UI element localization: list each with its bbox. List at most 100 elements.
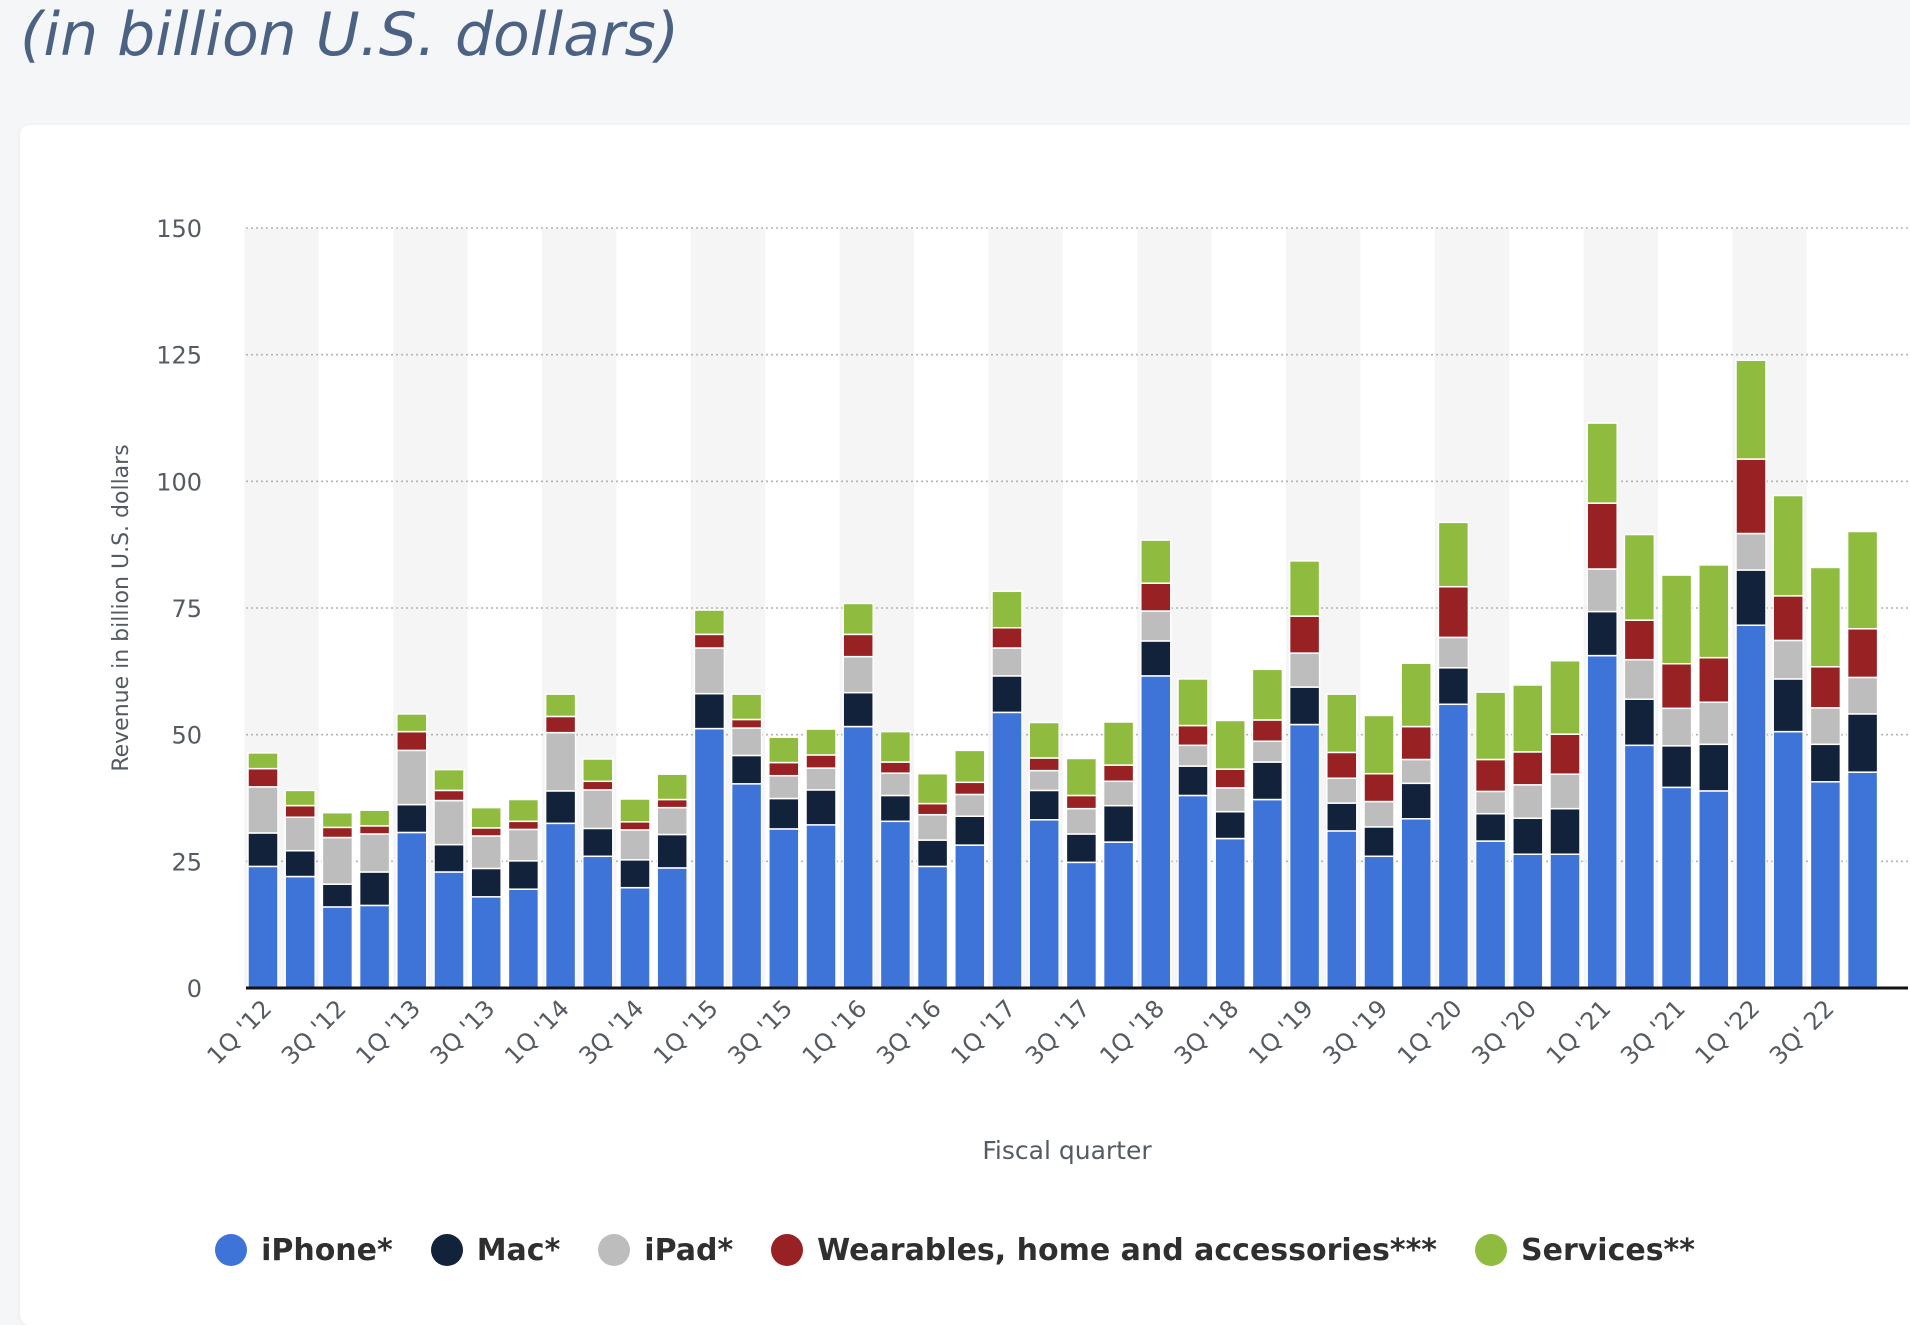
bar-segment[interactable]: 4Q '17 — Services**: 8.5 xyxy=(1102,721,1135,766)
bar-segment[interactable]: 1Q '12 — iPhone*: 24 xyxy=(247,865,279,989)
bar-segment[interactable]: 2Q '20 — Mac*: 5.4 xyxy=(1474,812,1507,842)
bar-segment[interactable]: 4Q '12 — Wearables, home and accessories… xyxy=(358,825,391,835)
bar-segment[interactable]: 3Q '12 — iPad*: 9.2 xyxy=(321,836,354,885)
bar-segment[interactable]: 1Q '18 — Services**: 8.5 xyxy=(1140,539,1172,584)
bar-segment[interactable]: 2Q '21 — Wearables, home and accessories… xyxy=(1623,619,1656,661)
bar-segment[interactable]: 1Q '19 — Services**: 10.9 xyxy=(1288,560,1321,617)
bar-segment[interactable]: 3Q '15 — Mac*: 6 xyxy=(768,797,800,830)
bar-segment[interactable]: 3Q '20 — Wearables, home and accessories… xyxy=(1512,751,1544,786)
legend-item[interactable]: iPad* xyxy=(598,1233,733,1268)
bar-segment[interactable]: 4Q '21 — Services**: 18.3 xyxy=(1698,564,1730,659)
bar-segment[interactable]: 2Q '13 — iPhone*: 22.9 xyxy=(433,871,465,989)
bar-segment[interactable]: 3Q' 22 — Services**: 19.6 xyxy=(1809,566,1842,668)
bar-segment[interactable]: 1Q '17 — Mac*: 7.2 xyxy=(991,675,1023,714)
bar-segment[interactable]: 4Q '14 — iPhone*: 23.7 xyxy=(656,867,688,989)
bar-segment[interactable]: 4Q '21 — Mac*: 9.2 xyxy=(1698,743,1730,792)
bar-segment[interactable]: 4Q '19 — Services**: 12.5 xyxy=(1400,662,1432,728)
bar-segment[interactable]: 3Q '17 — iPad*: 5 xyxy=(1065,807,1098,835)
bar-segment[interactable]: 2Q '15 — Wearables, home and accessories… xyxy=(730,718,763,729)
bar-segment[interactable]: 3Q '16 — iPad*: 5 xyxy=(916,813,949,841)
bar-segment[interactable]: 3Q '13 — Services**: 4 xyxy=(470,806,502,829)
bar-segment[interactable]: 3Q '14 — iPad*: 5.9 xyxy=(619,829,651,861)
bar-segment[interactable]: 1Q '15 — Mac*: 6.9 xyxy=(693,692,726,730)
bar-segment[interactable]: 4Q '18 — iPhone*: 37.2 xyxy=(1251,798,1284,989)
bar-segment[interactable]: 4Q '15 — Mac*: 6.9 xyxy=(805,789,837,826)
bar-segment[interactable]: 3Q '20 — Mac*: 7.1 xyxy=(1512,817,1544,855)
bar-segment[interactable]: 4Q '17 — iPhone*: 28.8 xyxy=(1102,841,1135,989)
bar-segment[interactable]: 3Q '17 — iPhone*: 24.8 xyxy=(1065,861,1098,989)
bar-segment[interactable]: 1Q '14 — iPhone*: 32.5 xyxy=(544,822,577,989)
bar-segment[interactable]: 2Q '12 — Mac*: 5.1 xyxy=(284,849,316,878)
bar-segment[interactable]: 4Q '13 — Wearables, home and accessories… xyxy=(507,820,540,831)
bar-segment[interactable]: 1Q '20 — iPhone*: 56 xyxy=(1437,703,1470,989)
bar-segment[interactable]: 1Q '14 — Mac*: 6.4 xyxy=(544,790,577,825)
bar-segment[interactable]: 4Q '16 — Services**: 6.3 xyxy=(954,749,986,784)
bar-segment[interactable]: 1Q '21 — Wearables, home and accessories… xyxy=(1586,502,1618,570)
bar-segment[interactable]: 3Q '12 — Services**: 2.9 xyxy=(321,811,354,829)
bar-segment[interactable]: 2Q '17 — iPhone*: 33.2 xyxy=(1028,819,1060,989)
bar-segment[interactable]: 4Q '15 — iPad*: 4.3 xyxy=(805,767,837,791)
bar-segment[interactable]: 1Q '19 — Mac*: 7.4 xyxy=(1288,686,1321,726)
bar-segment[interactable]: 3Q '21 — iPad*: 7.4 xyxy=(1660,707,1693,747)
bar-segment[interactable]: 4Q '14 — Mac*: 6.6 xyxy=(656,833,688,869)
bar-segment[interactable]: 3Q' 22 — Wearables, home and accessories… xyxy=(1809,666,1842,709)
bar-segment[interactable]: 2Q '22 — Services**: 19.8 xyxy=(1772,494,1804,597)
bar-segment[interactable]: 2Q '14 — Services**: 4.4 xyxy=(582,758,614,783)
bar-segment[interactable]: 3Q '16 — iPhone*: 24 xyxy=(916,865,949,989)
bar-segment[interactable]: 3Q '18 — iPad*: 4.7 xyxy=(1214,787,1246,813)
bar-segment[interactable]: 1Q '21 — Services**: 15.8 xyxy=(1586,422,1618,504)
bar-segment[interactable]: 3Q '21 — iPhone*: 39.6 xyxy=(1660,786,1693,989)
bar-segment[interactable]: 1Q '18 — iPad*: 5.9 xyxy=(1140,610,1172,642)
bar-segment[interactable]: 2Q '12 — Wearables, home and accessories… xyxy=(284,804,316,819)
bar-segment[interactable]: 3Q '15 — Services**: 5 xyxy=(768,736,800,764)
bar-segment[interactable]: 3Q '19 — Services**: 11.5 xyxy=(1363,714,1395,775)
bar-segment[interactable]: 4Q '12 — Mac*: 6.6 xyxy=(358,871,391,907)
bar-segment[interactable]: 2Q '17 — iPad*: 3.9 xyxy=(1028,769,1060,792)
bar-segment[interactable]: 3Q' 22 — iPad*: 7.2 xyxy=(1809,707,1842,746)
bar-segment[interactable]: 4Q '22 — Mac*: 11.5 xyxy=(1846,713,1879,773)
bar-segment[interactable]: 2Q '13 — Mac*: 5.4 xyxy=(433,843,465,873)
bar-segment[interactable]: 2Q '18 — Mac*: 5.8 xyxy=(1177,765,1209,797)
bar-segment[interactable]: 4Q '19 — iPhone*: 33.4 xyxy=(1400,818,1432,989)
bar-segment[interactable]: 2Q '15 — iPhone*: 40.3 xyxy=(730,783,763,989)
bar-segment[interactable]: 4Q '19 — Mac*: 7 xyxy=(1400,782,1432,820)
bar-segment[interactable]: 3Q '21 — Wearables, home and accessories… xyxy=(1660,662,1693,710)
bar-segment[interactable]: 4Q '20 — iPhone*: 26.4 xyxy=(1549,853,1581,989)
bar-segment[interactable]: 3Q '14 — Wearables, home and accessories… xyxy=(619,821,651,831)
bar-segment[interactable]: 3Q' 22 — iPhone*: 40.7 xyxy=(1809,781,1842,989)
bar-segment[interactable]: 3Q '14 — Mac*: 5.5 xyxy=(619,859,651,889)
bar-segment[interactable]: 1Q '22 — Services**: 19.5 xyxy=(1735,359,1767,460)
bar-segment[interactable]: 2Q '21 — iPhone*: 47.9 xyxy=(1623,744,1656,989)
bar-segment[interactable]: 4Q '17 — iPad*: 4.8 xyxy=(1102,780,1135,807)
bar-segment[interactable]: 1Q '16 — Wearables, home and accessories… xyxy=(842,633,874,658)
bar-segment[interactable]: 1Q '15 — iPad*: 9 xyxy=(693,647,726,695)
bar-segment[interactable]: 2Q '20 — Wearables, home and accessories… xyxy=(1474,758,1507,793)
bar-segment[interactable]: 1Q '21 — iPhone*: 65.6 xyxy=(1586,654,1618,989)
bar-segment[interactable]: 2Q '20 — iPad*: 4.4 xyxy=(1474,790,1507,815)
bar-segment[interactable]: 3Q '17 — Mac*: 5.6 xyxy=(1065,833,1098,864)
bar-segment[interactable]: 1Q '13 — Wearables, home and accessories… xyxy=(396,730,428,752)
bar-segment[interactable]: 3Q '13 — Wearables, home and accessories… xyxy=(470,827,502,837)
bar-segment[interactable]: 1Q '13 — iPhone*: 30.7 xyxy=(396,831,428,989)
bar-segment[interactable]: 2Q '13 — iPad*: 8.7 xyxy=(433,799,465,846)
legend-item[interactable]: Mac* xyxy=(430,1233,560,1268)
bar-segment[interactable]: 3Q '17 — Services**: 7.3 xyxy=(1065,757,1098,797)
bar-segment[interactable]: 4Q '18 — Mac*: 7.4 xyxy=(1251,761,1284,801)
bar-segment[interactable]: 4Q '13 — iPhone*: 19.5 xyxy=(507,888,540,989)
bar-segment[interactable]: 4Q '22 — Services**: 19.2 xyxy=(1846,530,1879,630)
bar-segment[interactable]: 2Q '14 — iPhone*: 26 xyxy=(582,855,614,989)
bar-segment[interactable]: 1Q '15 — iPhone*: 51.2 xyxy=(693,727,726,989)
bar-segment[interactable]: 2Q '16 — Wearables, home and accessories… xyxy=(879,761,912,774)
bar-segment[interactable]: 2Q '18 — Wearables, home and accessories… xyxy=(1177,724,1209,747)
bar-segment[interactable]: 3Q '16 — Services**: 5.9 xyxy=(916,772,949,805)
bar-segment[interactable]: 1Q '20 — iPad*: 6 xyxy=(1437,636,1470,669)
bar-segment[interactable]: 2Q '17 — Services**: 7 xyxy=(1028,721,1060,759)
bar-segment[interactable]: 4Q '15 — iPhone*: 32.2 xyxy=(805,824,837,989)
bar-segment[interactable]: 1Q '12 — Wearables, home and accessories… xyxy=(247,767,279,788)
bar-segment[interactable]: 1Q '20 — Mac*: 7.2 xyxy=(1437,667,1470,706)
bar-segment[interactable]: 1Q '22 — Wearables, home and accessories… xyxy=(1735,458,1767,535)
bar-segment[interactable]: 3Q '16 — Wearables, home and accessories… xyxy=(916,802,949,816)
bar-segment[interactable]: 2Q '19 — iPad*: 4.9 xyxy=(1326,777,1358,804)
bar-segment[interactable]: 2Q '21 — iPad*: 7.8 xyxy=(1623,658,1656,700)
bar-segment[interactable]: 4Q '18 — iPad*: 4.1 xyxy=(1251,740,1284,763)
